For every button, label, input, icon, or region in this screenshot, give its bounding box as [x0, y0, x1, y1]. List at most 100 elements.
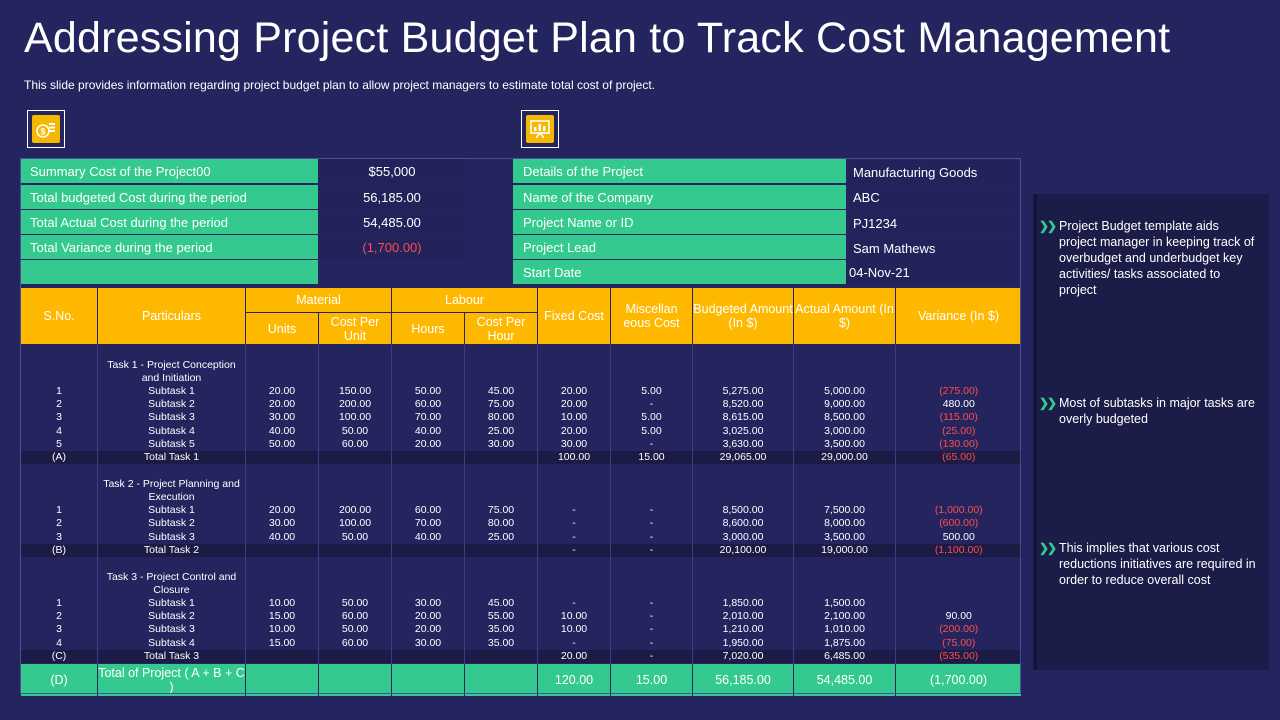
- table-row: 1 Subtask 1 10.00 50.00 30.00 45.00- -1,850.00…: [20, 596, 1022, 611]
- header-variance: Variance (In $): [895, 287, 1022, 345]
- table-cell: [895, 359, 1022, 385]
- table-cell: 8,000.00: [793, 517, 896, 531]
- task-header-row: Task 3 - Project Control and Closure: [20, 570, 1022, 597]
- table-cell: [537, 344, 611, 359]
- table-cell: 30.00: [245, 517, 319, 531]
- table-cell: 60.00: [318, 437, 392, 451]
- table-cell: 1: [20, 385, 98, 399]
- table-cell: [245, 543, 319, 557]
- table-cell: [391, 649, 465, 664]
- table-cell: Subtask 3: [97, 411, 246, 425]
- table-cell: (1,100.00): [895, 543, 1022, 557]
- table-cell: [692, 570, 794, 597]
- table-row: 2 Subtask 2 20.00 200.00 60.00 75.00 20.00-8,5…: [20, 398, 1022, 412]
- table-cell: 30.00: [391, 596, 465, 611]
- table-cell: [318, 359, 392, 385]
- table-cell: Total Task 3: [97, 649, 246, 664]
- task-title: Task 3 - Project Control and Closure: [97, 570, 246, 597]
- table-cell: [318, 478, 392, 505]
- table-cell: [692, 556, 794, 571]
- table-cell: [20, 464, 98, 479]
- table-cell: 30.00: [464, 437, 538, 451]
- table-cell: [245, 464, 319, 479]
- table-cell: 150.00: [318, 385, 392, 399]
- table-cell: 80.00: [464, 517, 538, 531]
- table-cell: (1,000.00): [895, 504, 1022, 518]
- table-cell: -: [610, 398, 693, 412]
- table-cell: 1,875.00: [793, 636, 896, 650]
- detail-value: ABC: [849, 185, 1019, 209]
- table-cell: [692, 359, 794, 385]
- task-total-row: (A) Total Task 1 100.00 15.00 29,065.00 29,00…: [20, 450, 1022, 465]
- table-cell: -: [610, 649, 693, 664]
- table-cell: 20.00: [391, 437, 465, 451]
- table-cell: 2: [20, 517, 98, 531]
- table-cell: Subtask 2: [97, 517, 246, 531]
- table-cell: 3,000.00: [692, 530, 794, 544]
- table-cell: [537, 570, 611, 597]
- table-cell: [464, 649, 538, 664]
- table-cell: [318, 450, 392, 465]
- table-cell: 1,500.00: [793, 596, 896, 611]
- table-cell: 10.00: [245, 596, 319, 611]
- table-cell: -: [610, 543, 693, 557]
- table-cell: [610, 464, 693, 479]
- table-cell: 30.00: [537, 437, 611, 451]
- table-cell: -: [537, 504, 611, 518]
- table-cell: 1: [20, 504, 98, 518]
- detail-label: Project Name or ID: [513, 210, 846, 234]
- table-cell: 7,020.00: [692, 649, 794, 664]
- header-budgeted: Budgeted Amount (In $): [692, 287, 794, 345]
- table-cell: [610, 344, 693, 359]
- note-item: ❯❯ Most of subtasks in major tasks are o…: [1039, 395, 1259, 427]
- notes-panel: ❯❯ Project Budget template aids project …: [1033, 194, 1269, 670]
- project-summary: Summary Cost of the Project00 $55,000 To…: [20, 158, 1020, 286]
- table-cell: [318, 662, 392, 697]
- task-title: Task 2 - Project Planning and Execution: [97, 478, 246, 505]
- table-cell: [537, 556, 611, 571]
- table-cell: [245, 450, 319, 465]
- table-cell: 20,100.00: [692, 543, 794, 557]
- detail-label: Details of the Project: [513, 159, 846, 183]
- table-cell: -: [610, 623, 693, 637]
- table-cell: 20.00: [391, 610, 465, 624]
- summary-value: (1,700.00): [318, 235, 466, 259]
- table-cell: 10.00: [537, 623, 611, 637]
- slide-subtitle: This slide provides information regardin…: [24, 78, 655, 92]
- table-cell: 60.00: [318, 610, 392, 624]
- header-particulars: Particulars: [97, 287, 246, 345]
- table-cell: 40.00: [391, 530, 465, 544]
- table-cell: 50.00: [318, 623, 392, 637]
- table-cell: [464, 344, 538, 359]
- table-row: 4 Subtask 4 40.00 50.00 40.00 25.00 20.00 5.00 3…: [20, 424, 1022, 438]
- table-cell: 3,025.00: [692, 424, 794, 438]
- table-cell: 100.00: [318, 517, 392, 531]
- table-cell: 500.00: [895, 530, 1022, 544]
- note-item: ❯❯ This implies that various cost reduct…: [1039, 540, 1259, 588]
- table-cell: Total Task 1: [97, 450, 246, 465]
- table-cell: [318, 543, 392, 557]
- table-row: 1 Subtask 1 20.00 150.00 50.00 45.00 20.00 5.00…: [20, 385, 1022, 399]
- table-cell: 70.00: [391, 411, 465, 425]
- summary-empty-cell: [20, 260, 318, 284]
- table-cell: [245, 649, 319, 664]
- slide-title: Addressing Project Budget Plan to Track …: [24, 14, 1171, 62]
- table-cell: 15.00: [245, 610, 319, 624]
- table-cell: 3,500.00: [793, 530, 896, 544]
- table-cell: [245, 359, 319, 385]
- table-cell: 20.00: [391, 623, 465, 637]
- table-cell: 25.00: [464, 424, 538, 438]
- task-total-row: (C) Total Task 3 20.00-7,020.00 6,485.00 (53…: [20, 649, 1022, 664]
- table-cell: 10.00: [537, 610, 611, 624]
- table-cell: [318, 556, 392, 571]
- table-cell: [20, 478, 98, 505]
- table-cell: [464, 464, 538, 479]
- table-cell: 54,485.00: [793, 662, 896, 697]
- table-cell: 75.00: [464, 504, 538, 518]
- header-labour: Labour: [391, 287, 538, 313]
- note-item: ❯❯ Project Budget template aids project …: [1039, 218, 1259, 298]
- table-cell: 3: [20, 530, 98, 544]
- table-cell: 60.00: [391, 504, 465, 518]
- table-cell: (65.00): [895, 450, 1022, 465]
- table-cell: 19,000.00: [793, 543, 896, 557]
